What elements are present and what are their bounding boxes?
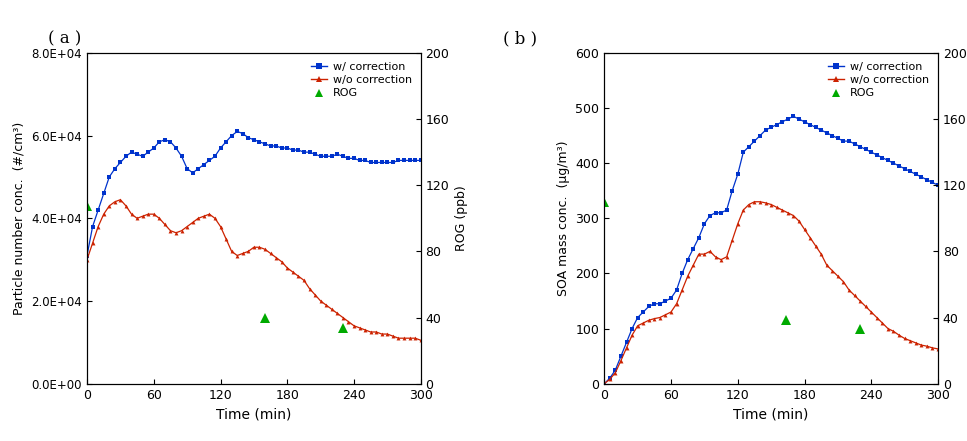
w/ correction xyxy=(148,146,160,151)
Line: ROG: ROG xyxy=(82,201,348,333)
ROG xyxy=(599,199,610,205)
w/ correction xyxy=(665,295,677,301)
Y-axis label: ROG (ppb): ROG (ppb) xyxy=(455,185,468,251)
Y-axis label: Particle number conc.  (#/cm³): Particle number conc. (#/cm³) xyxy=(13,122,26,315)
Legend: w/ correction, w/o correction, ROG: w/ correction, w/o correction, ROG xyxy=(825,59,932,102)
w/ correction xyxy=(81,253,93,258)
w/o correction xyxy=(154,216,165,221)
w/o correction xyxy=(894,333,905,338)
w/ correction xyxy=(805,122,816,127)
w/ correction xyxy=(932,183,944,188)
w/ correction xyxy=(787,114,799,119)
w/ correction xyxy=(231,129,243,134)
w/o correction xyxy=(204,212,216,217)
ROG xyxy=(81,203,93,209)
w/o correction xyxy=(782,210,794,215)
w/ correction xyxy=(599,381,610,386)
w/ correction xyxy=(198,162,210,167)
w/o correction xyxy=(415,338,426,343)
ROG xyxy=(259,315,271,320)
w/ correction xyxy=(376,160,388,165)
w/ correction xyxy=(265,143,277,149)
Line: w/o correction: w/o correction xyxy=(85,198,423,342)
w/o correction xyxy=(805,235,816,240)
Text: ( a ): ( a ) xyxy=(48,31,82,48)
w/ correction xyxy=(415,158,426,163)
X-axis label: Time (min): Time (min) xyxy=(733,407,808,421)
Text: ( b ): ( b ) xyxy=(503,31,537,48)
w/o correction xyxy=(665,310,677,315)
ROG xyxy=(779,318,791,323)
Line: w/o correction: w/o correction xyxy=(602,200,940,385)
Line: w/ correction: w/ correction xyxy=(85,130,423,258)
Line: w/ correction: w/ correction xyxy=(602,114,940,385)
w/o correction xyxy=(599,381,610,386)
w/o correction xyxy=(287,269,299,275)
Y-axis label: SOA mass conc.  (μg/m³): SOA mass conc. (μg/m³) xyxy=(557,141,570,296)
Legend: w/ correction, w/o correction, ROG: w/ correction, w/o correction, ROG xyxy=(308,59,415,102)
X-axis label: Time (min): Time (min) xyxy=(217,407,292,421)
w/o correction xyxy=(115,197,127,202)
w/ correction xyxy=(160,137,171,142)
ROG xyxy=(337,325,349,330)
w/ correction xyxy=(676,271,688,276)
w/o correction xyxy=(748,199,760,205)
Line: ROG: ROG xyxy=(600,197,865,333)
w/o correction xyxy=(932,346,944,351)
w/ correction xyxy=(894,163,905,168)
ROG xyxy=(854,326,865,331)
w/o correction xyxy=(81,257,93,262)
w/o correction xyxy=(164,228,176,233)
w/o correction xyxy=(676,288,688,293)
w/o correction xyxy=(376,332,388,337)
w/ correction xyxy=(716,210,727,215)
w/ correction xyxy=(777,119,788,124)
w/o correction xyxy=(265,251,277,256)
w/o correction xyxy=(716,257,727,262)
w/ correction xyxy=(287,147,299,153)
